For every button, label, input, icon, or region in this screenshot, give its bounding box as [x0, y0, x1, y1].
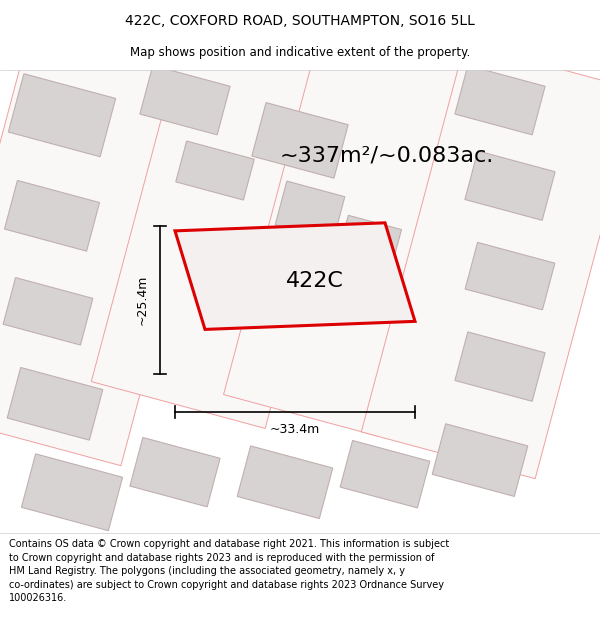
- Polygon shape: [340, 441, 430, 508]
- Polygon shape: [140, 66, 230, 135]
- Polygon shape: [4, 181, 100, 251]
- Polygon shape: [465, 242, 555, 310]
- Polygon shape: [338, 216, 401, 266]
- Text: ~25.4m: ~25.4m: [136, 274, 149, 325]
- Text: 422C, COXFORD ROAD, SOUTHAMPTON, SO16 5LL: 422C, COXFORD ROAD, SOUTHAMPTON, SO16 5L…: [125, 14, 475, 28]
- Polygon shape: [432, 424, 528, 496]
- Text: Contains OS data © Crown copyright and database right 2021. This information is : Contains OS data © Crown copyright and d…: [9, 539, 449, 603]
- Polygon shape: [176, 141, 254, 200]
- Polygon shape: [252, 102, 348, 178]
- Polygon shape: [237, 446, 333, 519]
- Polygon shape: [3, 278, 93, 345]
- Text: Map shows position and indicative extent of the property.: Map shows position and indicative extent…: [130, 46, 470, 59]
- Text: ~337m²/~0.083ac.: ~337m²/~0.083ac.: [280, 146, 494, 166]
- Polygon shape: [465, 151, 555, 221]
- Polygon shape: [224, 26, 476, 436]
- Polygon shape: [275, 181, 345, 241]
- Polygon shape: [0, 0, 232, 466]
- Polygon shape: [361, 43, 600, 479]
- Polygon shape: [22, 454, 122, 531]
- Polygon shape: [91, 0, 368, 428]
- Polygon shape: [455, 66, 545, 135]
- Text: ~33.4m: ~33.4m: [270, 424, 320, 436]
- Text: 422C: 422C: [286, 271, 344, 291]
- Polygon shape: [8, 74, 116, 157]
- Polygon shape: [7, 368, 103, 440]
- Polygon shape: [455, 332, 545, 401]
- Polygon shape: [130, 438, 220, 507]
- Polygon shape: [175, 223, 415, 329]
